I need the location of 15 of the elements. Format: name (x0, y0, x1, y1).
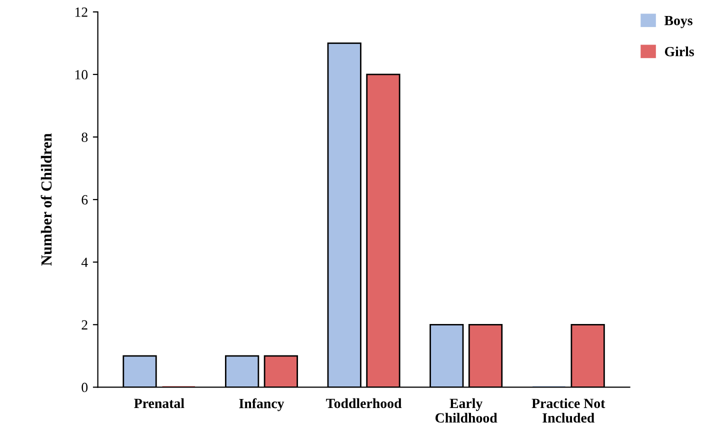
x-tick-label: Practice Not Included (532, 398, 606, 423)
y-tick-label: 8 (82, 132, 88, 142)
legend-label: Boys (664, 16, 692, 28)
y-tick-label: 4 (81, 258, 88, 267)
y-tick-label: 0 (82, 382, 88, 392)
y-axis-title: Number of Children (40, 133, 52, 266)
x-tick-label: Infancy (239, 398, 284, 412)
legend-label: Girls (664, 46, 694, 56)
y-tick-label: 12 (75, 8, 88, 17)
x-tick-label: Prenatal (134, 398, 184, 408)
y-tick-label: 6 (82, 195, 88, 205)
y-tick-label: 10 (75, 70, 88, 80)
x-tick-label: Toddlerhood (326, 398, 402, 408)
x-tick-label: Early Childhood (435, 398, 498, 423)
y-tick-label: 2 (82, 320, 88, 330)
